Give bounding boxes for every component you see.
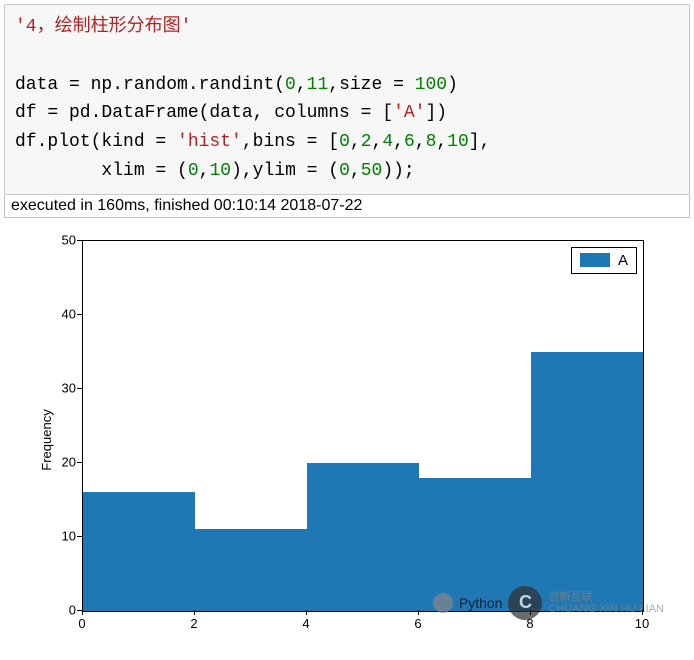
- code-string: '4，绘制柱形分布图': [15, 17, 191, 37]
- y-tick-mark: [77, 240, 82, 241]
- legend-swatch: [580, 253, 610, 267]
- code-text: ): [447, 75, 458, 95]
- y-tick-mark: [77, 388, 82, 389]
- y-tick-label: 30: [48, 380, 76, 395]
- code-text: xlim = (: [15, 161, 188, 181]
- code-text: ,: [199, 161, 210, 181]
- code-string: 'A': [393, 103, 425, 123]
- code-text: ,bins = [: [242, 132, 339, 152]
- code-number: 100: [415, 75, 447, 95]
- histogram-bar: [195, 529, 307, 610]
- y-tick-mark: [77, 536, 82, 537]
- y-tick-label: 0: [48, 602, 76, 617]
- x-tick-mark: [82, 610, 83, 615]
- code-text: ,size =: [328, 75, 414, 95]
- x-tick-mark: [306, 610, 307, 615]
- code-text: ,: [350, 161, 361, 181]
- x-tick-mark: [194, 610, 195, 615]
- y-tick-label: 10: [48, 528, 76, 543]
- logo-badge-icon: C: [508, 586, 542, 620]
- code-number: 11: [307, 75, 329, 95]
- x-tick-mark: [418, 610, 419, 615]
- code-text: ,: [393, 132, 404, 152]
- code-text: ),ylim = (: [231, 161, 339, 181]
- histogram-bar: [531, 352, 643, 611]
- x-tick-label: 8: [526, 616, 533, 631]
- code-number: 0: [188, 161, 199, 181]
- code-number: 10: [209, 161, 231, 181]
- code-text: df = pd.DataFrame(data, columns = [: [15, 103, 393, 123]
- x-tick-label: 6: [414, 616, 421, 631]
- code-text: ,: [350, 132, 361, 152]
- x-tick-mark: [530, 610, 531, 615]
- code-number: 0: [339, 132, 350, 152]
- y-tick-label: 40: [48, 306, 76, 321]
- code-text: ]): [425, 103, 447, 123]
- code-text: data = np.random.randint(: [15, 75, 285, 95]
- y-tick-label: 20: [48, 454, 76, 469]
- code-text: ,: [296, 75, 307, 95]
- code-text: ],: [469, 132, 491, 152]
- watermark-text: Python: [459, 595, 503, 611]
- code-text: ));: [382, 161, 414, 181]
- legend-label: A: [618, 252, 628, 269]
- y-tick-mark: [77, 462, 82, 463]
- code-text: ,: [415, 132, 426, 152]
- code-number: 50: [361, 161, 383, 181]
- code-number: 6: [404, 132, 415, 152]
- x-tick-mark: [642, 610, 643, 615]
- plot-frame: A: [82, 240, 644, 612]
- watermark-line1: 创新互联: [548, 591, 592, 603]
- x-tick-label: 10: [635, 616, 649, 631]
- code-cell: '4，绘制柱形分布图' data = np.random.randint(0,1…: [4, 4, 690, 195]
- watermark: Python C 创新互联 CHUANG XIN HU LIAN: [433, 586, 664, 620]
- watermark-sub: 创新互联 CHUANG XIN HU LIAN: [548, 591, 664, 615]
- code-string: 'hist': [177, 132, 242, 152]
- code-number: 10: [447, 132, 469, 152]
- code-text: df.plot(kind =: [15, 132, 177, 152]
- code-number: 0: [339, 161, 350, 181]
- code-text: ,: [436, 132, 447, 152]
- code-number: 0: [285, 75, 296, 95]
- x-tick-label: 0: [78, 616, 85, 631]
- watermark-line2: CHUANG XIN HU LIAN: [548, 603, 664, 615]
- histogram-bar: [83, 492, 195, 610]
- legend-box: A: [571, 247, 637, 274]
- code-number: 8: [426, 132, 437, 152]
- code-text: ,: [372, 132, 383, 152]
- y-tick-mark: [77, 314, 82, 315]
- y-tick-label: 50: [48, 232, 76, 247]
- wechat-icon: [433, 593, 453, 613]
- code-number: 2: [361, 132, 372, 152]
- execution-status: executed in 160ms, finished 00:10:14 201…: [4, 195, 690, 218]
- x-tick-label: 2: [190, 616, 197, 631]
- code-number: 4: [382, 132, 393, 152]
- histogram-bar: [307, 463, 419, 611]
- histogram-chart: Frequency A Python C 创新互联 CHUANG XIN HU …: [24, 230, 674, 650]
- x-tick-label: 4: [302, 616, 309, 631]
